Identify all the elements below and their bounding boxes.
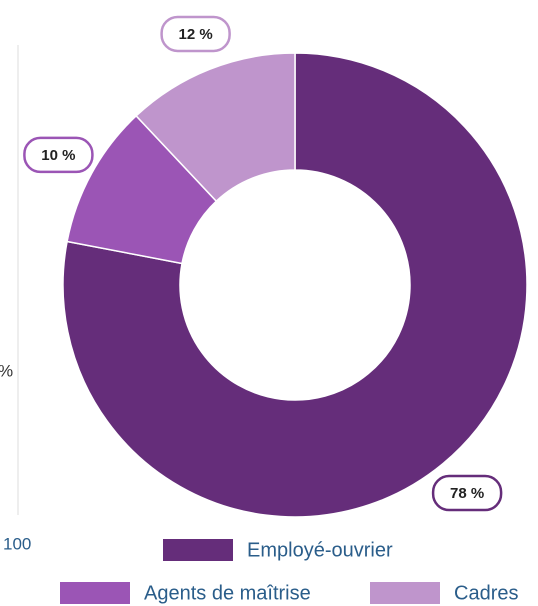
legend-swatch	[60, 582, 130, 604]
legend-swatch	[163, 539, 233, 561]
legend-label: Employé-ouvrier	[247, 539, 393, 561]
donut-slice	[62, 52, 528, 518]
legend-swatch	[370, 582, 440, 604]
neighbor-label: %	[0, 361, 13, 380]
value-label-box	[431, 474, 503, 512]
value-label-box	[160, 15, 231, 53]
legend-label: Agents de maîtrise	[144, 582, 311, 604]
legend-label: Cadres	[454, 582, 518, 604]
donut-slice	[135, 52, 296, 203]
neighbor-tick: 100	[3, 534, 31, 553]
value-label-box	[23, 136, 94, 174]
value-label: 78 %	[450, 485, 484, 502]
value-label: 12 %	[179, 26, 213, 43]
value-label: 10 %	[41, 147, 75, 164]
